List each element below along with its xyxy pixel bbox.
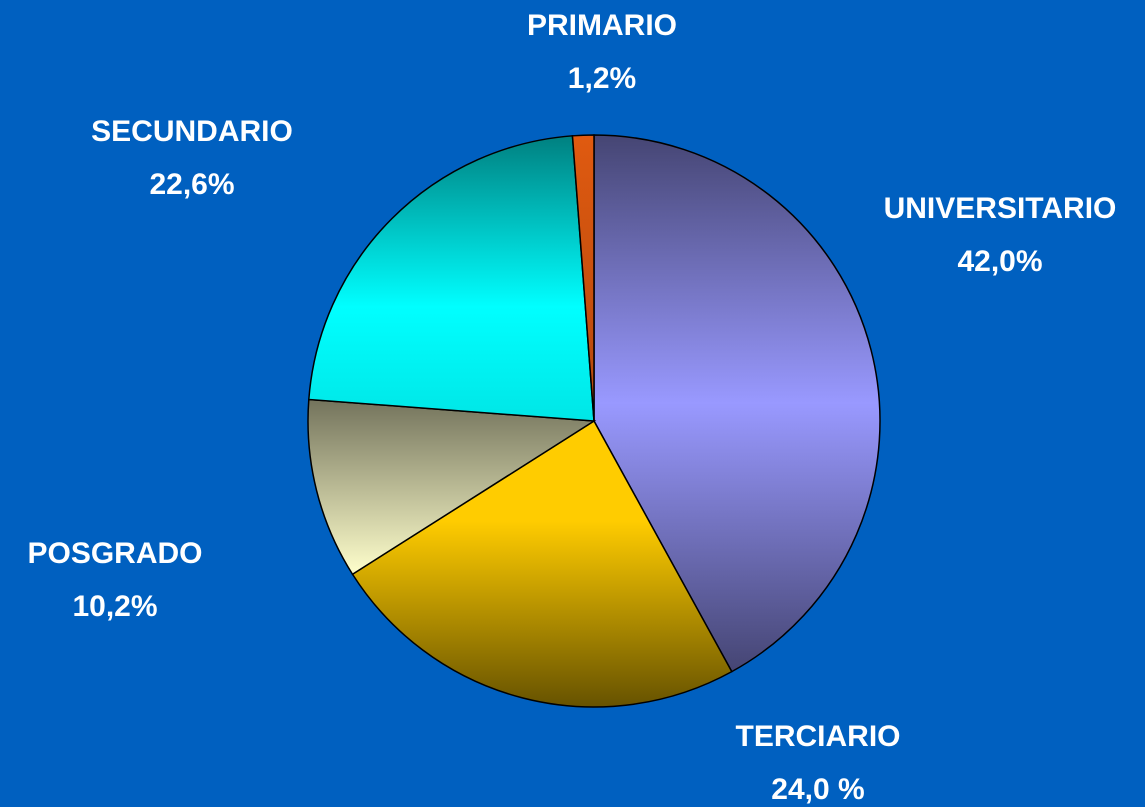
value-label: 42,0% [957,245,1042,278]
pie-slice [351,419,733,708]
pie-slice [308,135,595,422]
pie-slice [307,398,597,576]
category-label: UNIVERSITARIO [884,192,1117,225]
category-label: PRIMARIO [527,9,677,42]
category-label: SECUNDARIO [91,115,293,148]
pie-slice [571,134,595,422]
value-label: 22,6% [149,168,234,201]
category-label: POSGRADO [27,537,202,570]
value-label: 1,2% [568,62,636,95]
pie-slice [593,134,881,673]
labels: UNIVERSITARIO 42,0% TERCIARIO 24,0 % POSGRAD… [27,9,1116,806]
category-label: TERCIARIO [736,720,901,753]
pie [307,134,881,708]
value-label: 10,2% [72,590,157,623]
value-label: 24,0 % [771,773,864,806]
